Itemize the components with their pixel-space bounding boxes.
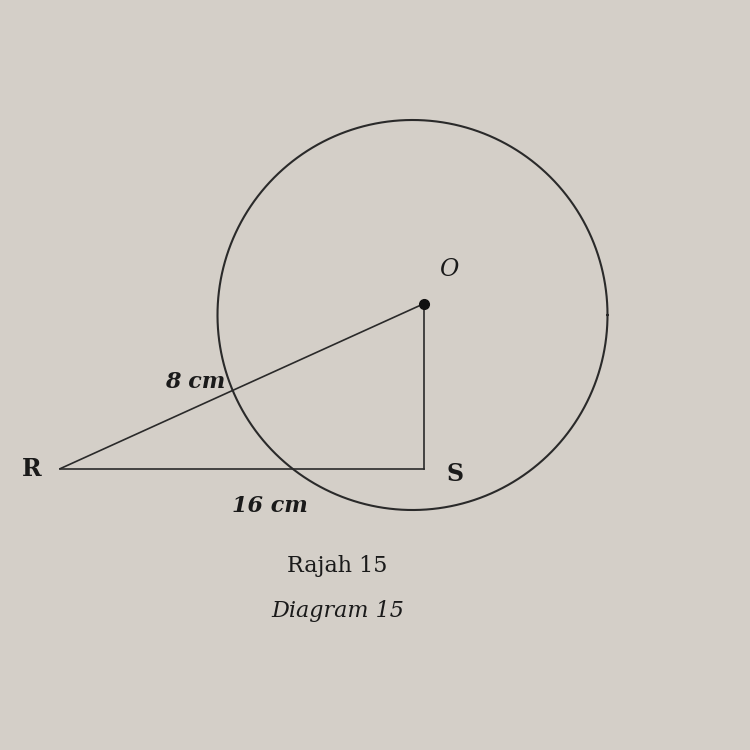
- Text: R: R: [22, 457, 41, 481]
- Text: S: S: [446, 462, 464, 486]
- Text: 16 cm: 16 cm: [232, 495, 308, 517]
- Text: Diagram 15: Diagram 15: [271, 600, 404, 622]
- Text: Rajah 15: Rajah 15: [287, 555, 388, 578]
- Text: O: O: [439, 258, 458, 281]
- Text: 8 cm: 8 cm: [165, 371, 225, 394]
